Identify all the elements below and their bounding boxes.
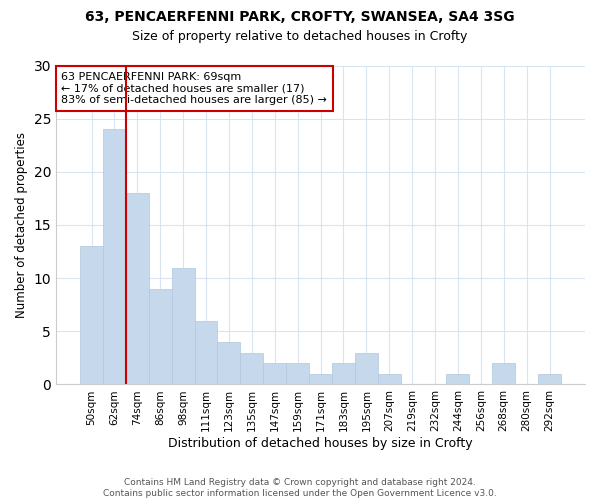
Bar [103, 130, 126, 384]
Text: Size of property relative to detached houses in Crofty: Size of property relative to detached ho… [133, 30, 467, 43]
Text: 63 PENCAERFENNI PARK: 69sqm
← 17% of detached houses are smaller (17)
83% of sem: 63 PENCAERFENNI PARK: 69sqm ← 17% of det… [61, 72, 327, 105]
Bar [286, 363, 309, 384]
Bar [80, 246, 103, 384]
Bar [172, 268, 194, 384]
Text: 63, PENCAERFENNI PARK, CROFTY, SWANSEA, SA4 3SG: 63, PENCAERFENNI PARK, CROFTY, SWANSEA, … [85, 10, 515, 24]
Bar [492, 363, 515, 384]
Bar [538, 374, 561, 384]
Bar [446, 374, 469, 384]
Bar [149, 289, 172, 384]
Bar [332, 363, 355, 384]
Bar [355, 352, 378, 384]
Text: Contains HM Land Registry data © Crown copyright and database right 2024.
Contai: Contains HM Land Registry data © Crown c… [103, 478, 497, 498]
Bar [309, 374, 332, 384]
Bar [217, 342, 241, 384]
Bar [263, 363, 286, 384]
Y-axis label: Number of detached properties: Number of detached properties [15, 132, 28, 318]
Bar [241, 352, 263, 384]
X-axis label: Distribution of detached houses by size in Crofty: Distribution of detached houses by size … [168, 437, 473, 450]
Bar [194, 320, 217, 384]
Bar [126, 193, 149, 384]
Bar [378, 374, 401, 384]
